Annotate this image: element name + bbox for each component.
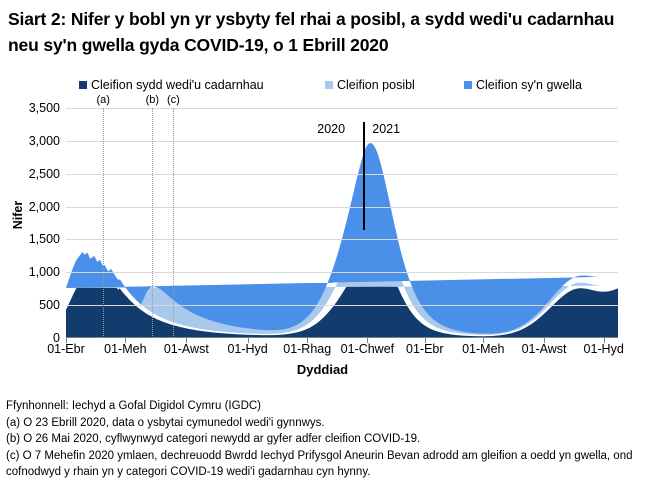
stacked-area-chart (66, 143, 618, 338)
x-axis-title: Dyddiad (296, 362, 349, 377)
legend-label-suspected: Cleifion posibl (337, 78, 415, 92)
legend-item-confirmed: Cleifion sydd wedi'u cadarnhau (79, 76, 264, 94)
legend-swatch-confirmed (79, 80, 87, 89)
x-tick-mark (544, 338, 545, 343)
page-title: Siart 2: Nifer y bobl yn yr ysbyty fel r… (8, 9, 615, 55)
x-tick-mark (367, 338, 368, 343)
x-tick-label: 01-Meh (462, 342, 505, 356)
gridline (66, 239, 618, 240)
legend-item-suspected: Cleifion posibl (325, 76, 415, 94)
annotation-line (103, 108, 104, 338)
y-tick-label: 0 (53, 331, 60, 345)
gridline (66, 174, 618, 175)
chart-legend: Cleifion sydd wedi'u cadarnhau Cleifion … (0, 76, 645, 94)
x-tick-label: 01-Awst (521, 342, 567, 356)
x-tick-mark (483, 338, 484, 343)
x-tick-label: 01-Ebr (406, 342, 444, 356)
legend-label-confirmed: Cleifion sydd wedi'u cadarnhau (91, 78, 264, 92)
legend-label-recovering: Cleifion sy'n gwella (476, 78, 582, 92)
legend-swatch-suspected (325, 80, 333, 89)
x-tick-mark (125, 338, 126, 343)
y-tick-label: 3,000 (28, 133, 60, 148)
y-axis-labels: 0 500 1,000 1,500 2,000 2,500 3,000 3,500 (2, 102, 60, 345)
x-tick-mark (186, 338, 187, 343)
footnote-a: (a) O 23 Ebrill 2020, data o ysbytai cym… (6, 416, 325, 429)
annotation-label: (a) (96, 94, 110, 106)
y-tick-label: 2,000 (28, 199, 60, 214)
footnote-b: (b) O 26 Mai 2020, cyflwynwyd categori n… (6, 433, 421, 445)
y-axis-title: Nifer (11, 200, 25, 230)
x-axis-labels: 01-Ebr 01-Meh 01-Awst 01-Hyd 01-Rhag 01-Chwef… (47, 341, 624, 357)
gridline (66, 207, 618, 208)
gridline (66, 141, 618, 142)
source-line: Ffynhonnell: Iechyd a Gofal Digidol Cymr… (6, 400, 262, 412)
chart-plot-area (66, 108, 618, 343)
area-series (66, 242, 618, 338)
year-label-left: 2020 (317, 122, 346, 136)
legend-swatch-recovering (464, 80, 472, 89)
y-tick-label: 1,500 (28, 232, 60, 247)
x-axis-line (66, 337, 618, 338)
gridline (66, 272, 618, 273)
legend-item-recovering: Cleifion sy'n gwella (464, 76, 582, 94)
x-tick-label: 01-Meh (104, 342, 147, 356)
x-tick-label: 01-Awst (163, 342, 209, 356)
year-divider (363, 122, 366, 230)
footnote-c: (c) O 7 Mehefin 2020 ymlaen, dechreuodd … (6, 449, 633, 479)
annotation-label: (b) (145, 94, 160, 106)
x-tick-label: 01-Rhag (283, 342, 332, 356)
y-tick-label: 500 (39, 298, 60, 313)
gridline (66, 108, 618, 109)
annotation-label: (c) (166, 94, 180, 106)
y-tick-label: 1,000 (28, 265, 60, 280)
x-tick-mark (425, 338, 426, 343)
y-tick-label: 2,500 (28, 166, 60, 181)
area-series (66, 143, 602, 334)
gridline (66, 305, 618, 306)
x-tick-label: 01-Hyd (583, 342, 624, 356)
x-tick-label: 01-Ebr (47, 342, 85, 356)
y-tick-label: 3,500 (28, 101, 60, 115)
year-label-right: 2021 (372, 122, 401, 136)
x-tick-label: 01-Hyd (227, 342, 268, 356)
x-tick-mark (604, 338, 605, 343)
chart-footnotes: Ffynhonnell: Iechyd a Gofal Digidol Cymr… (6, 398, 640, 481)
x-tick-mark (307, 338, 308, 343)
annotation-line (173, 108, 174, 338)
x-tick-mark (248, 338, 249, 343)
x-tick-label: 01-Chwef (340, 342, 395, 356)
annotation-line (152, 108, 153, 338)
x-tick-mark (66, 338, 67, 343)
